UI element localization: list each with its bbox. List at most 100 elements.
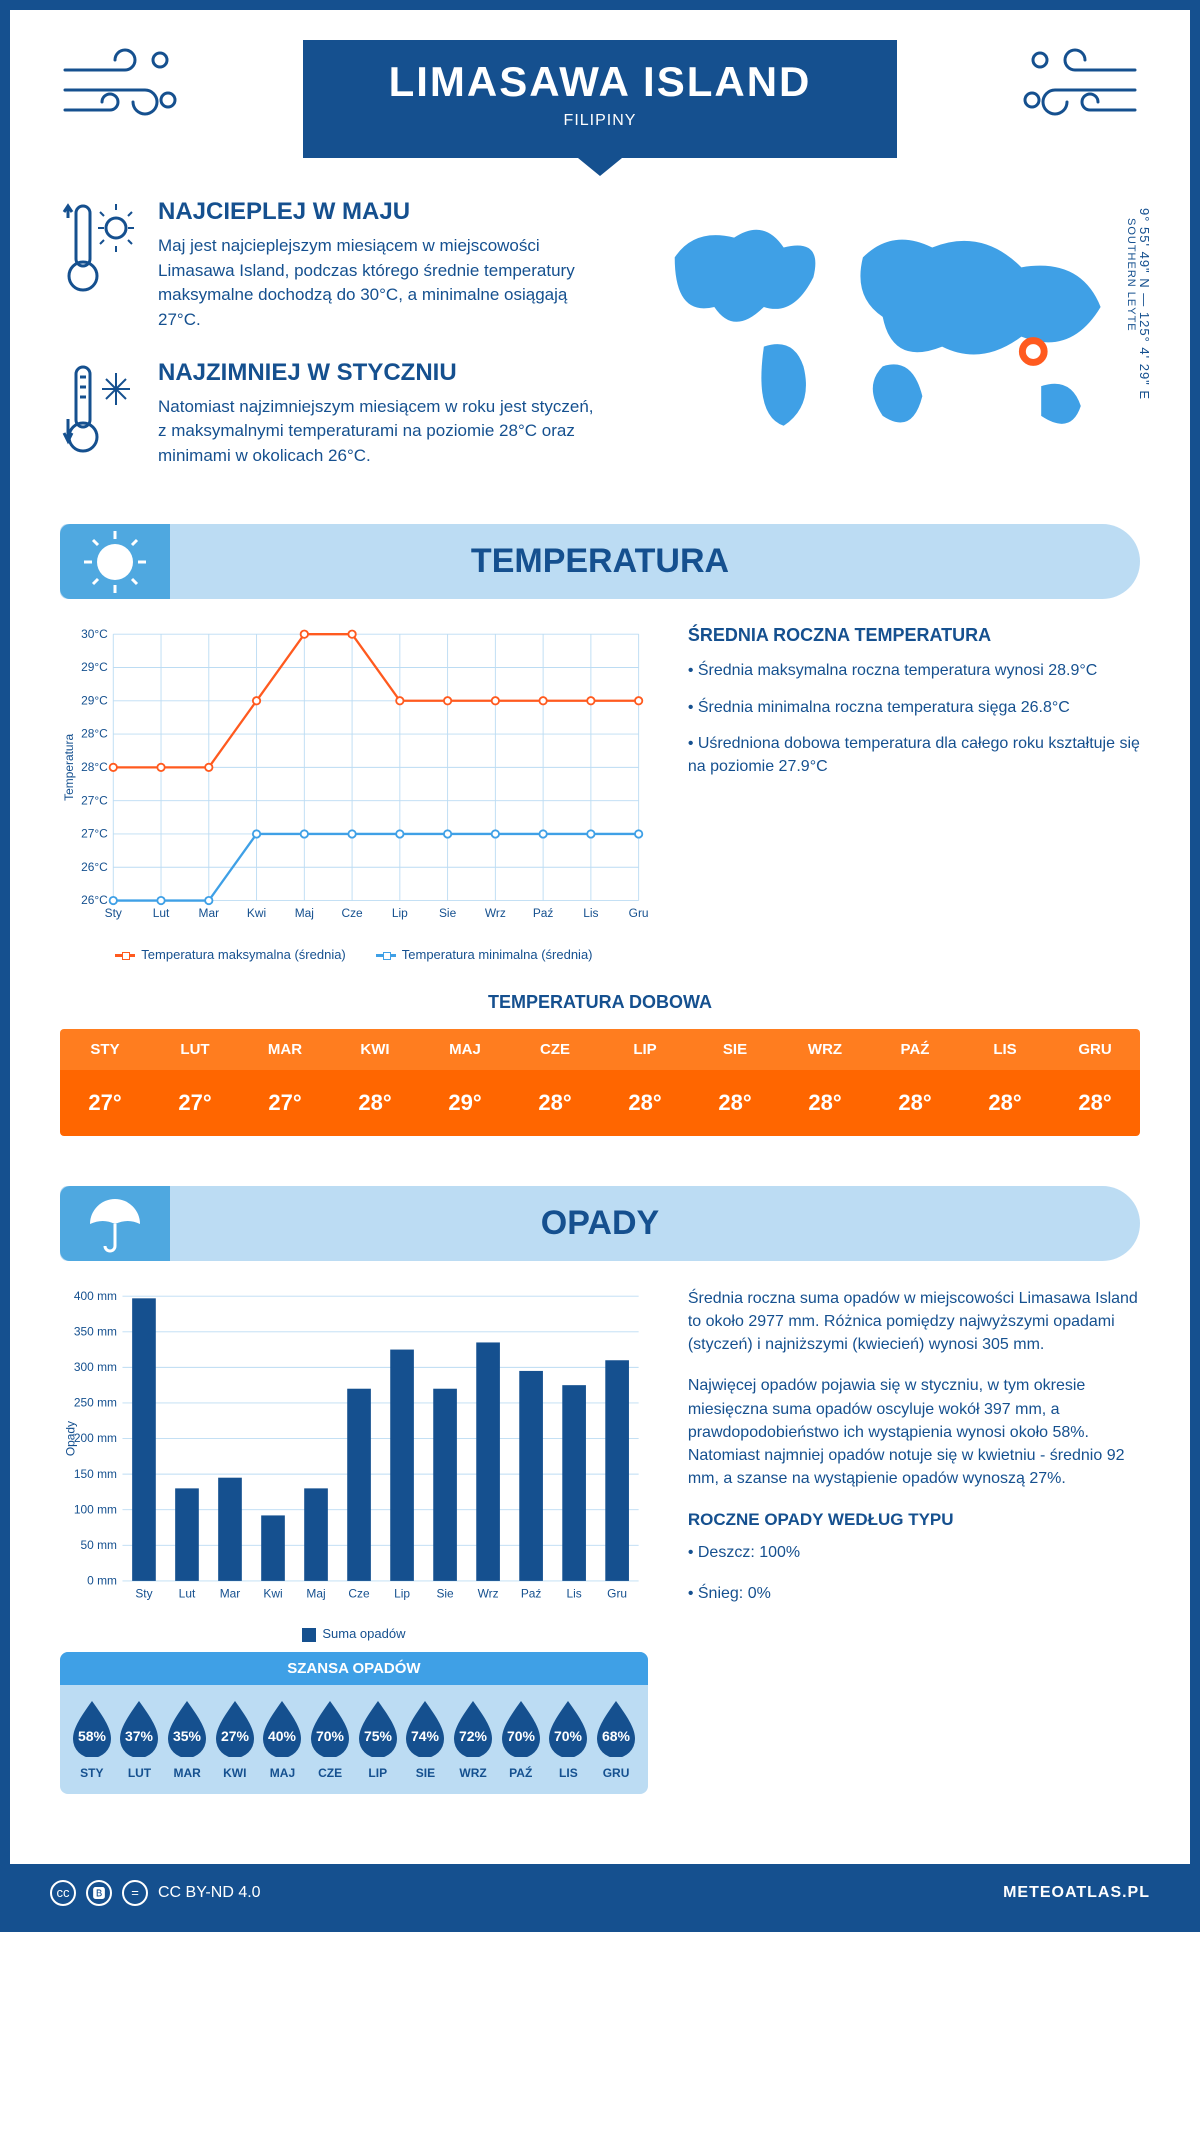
- svg-text:70%: 70%: [554, 1728, 583, 1744]
- world-map-icon: [645, 198, 1140, 461]
- daily-col: MAJ29°: [420, 1029, 510, 1136]
- svg-text:Gru: Gru: [629, 907, 648, 921]
- precip-bar-chart: 0 mm50 mm100 mm150 mm200 mm250 mm300 mm3…: [60, 1287, 648, 1618]
- nd-icon: =: [122, 1880, 148, 1906]
- svg-text:Wrz: Wrz: [478, 1586, 499, 1600]
- svg-text:68%: 68%: [602, 1728, 631, 1744]
- svg-text:Sie: Sie: [439, 907, 457, 921]
- temp-facts-title: ŚREDNIA ROCZNA TEMPERATURA: [688, 625, 1140, 646]
- daily-temp-table: STY27°LUT27°MAR27°KWI28°MAJ29°CZE28°LIP2…: [60, 1029, 1140, 1136]
- svg-text:Cze: Cze: [341, 907, 363, 921]
- svg-text:75%: 75%: [364, 1728, 393, 1744]
- title-banner: LIMASAWA ISLAND FILIPINY: [303, 40, 897, 158]
- precip-chance-panel: SZANSA OPADÓW 58%STY37%LUT35%MAR27%KWI40…: [60, 1652, 648, 1794]
- precip-section-header: OPADY: [60, 1186, 1140, 1261]
- daily-col: LUT27°: [150, 1029, 240, 1136]
- svg-text:26°C: 26°C: [81, 860, 108, 874]
- site-name: METEOATLAS.PL: [1003, 1884, 1150, 1902]
- svg-text:Lis: Lis: [583, 907, 598, 921]
- svg-text:74%: 74%: [411, 1728, 440, 1744]
- temp-fact-1: • Średnia maksymalna roczna temperatura …: [688, 660, 1140, 682]
- chance-drop: 74%SIE: [402, 1699, 450, 1780]
- coldest-fact: NAJZIMNIEJ W STYCZNIU Natomiast najzimni…: [60, 359, 605, 469]
- daily-col: CZE28°: [510, 1029, 600, 1136]
- svg-text:Paź: Paź: [533, 907, 554, 921]
- hottest-text: Maj jest najcieplejszym miesiącem w miej…: [158, 234, 605, 333]
- svg-text:Lut: Lut: [179, 1586, 196, 1600]
- svg-text:Temperatura: Temperatura: [62, 734, 76, 801]
- cc-icon: cc: [50, 1880, 76, 1906]
- svg-text:Sie: Sie: [436, 1586, 454, 1600]
- svg-text:Cze: Cze: [348, 1586, 370, 1600]
- precip-chart-legend: Suma opadów: [60, 1626, 648, 1642]
- chance-drop: 27%KWI: [211, 1699, 259, 1780]
- wind-icon: [1000, 40, 1140, 135]
- svg-text:37%: 37%: [125, 1728, 154, 1744]
- svg-text:Maj: Maj: [295, 907, 314, 921]
- chance-drop: 75%LIP: [354, 1699, 402, 1780]
- license-text: CC BY-ND 4.0: [158, 1884, 261, 1902]
- svg-text:Lip: Lip: [394, 1586, 410, 1600]
- daily-col: PAŹ28°: [870, 1029, 960, 1136]
- svg-text:Lip: Lip: [392, 907, 408, 921]
- umbrella-icon: [60, 1186, 170, 1261]
- svg-text:Maj: Maj: [306, 1586, 325, 1600]
- svg-text:100 mm: 100 mm: [74, 1502, 117, 1516]
- chance-drop: 70%PAŹ: [497, 1699, 545, 1780]
- svg-text:Mar: Mar: [220, 1586, 241, 1600]
- svg-text:28°C: 28°C: [81, 727, 108, 741]
- sun-icon: [60, 524, 170, 599]
- svg-text:0 mm: 0 mm: [87, 1573, 117, 1587]
- page-subtitle: FILIPINY: [303, 112, 897, 130]
- temp-fact-2: • Średnia minimalna roczna temperatura s…: [688, 697, 1140, 719]
- by-icon: 🅱: [86, 1880, 112, 1906]
- svg-text:30°C: 30°C: [81, 627, 108, 641]
- svg-text:70%: 70%: [507, 1728, 536, 1744]
- svg-text:58%: 58%: [78, 1728, 107, 1744]
- hottest-title: NAJCIEPLEJ W MAJU: [158, 198, 605, 226]
- svg-text:35%: 35%: [173, 1728, 202, 1744]
- precip-type-2: • Śnieg: 0%: [688, 1582, 1140, 1605]
- daily-col: GRU28°: [1050, 1029, 1140, 1136]
- svg-text:Wrz: Wrz: [485, 907, 506, 921]
- svg-text:Mar: Mar: [199, 907, 220, 921]
- svg-text:400 mm: 400 mm: [74, 1289, 117, 1303]
- svg-text:27°C: 27°C: [81, 827, 108, 841]
- svg-text:70%: 70%: [316, 1728, 345, 1744]
- svg-text:28°C: 28°C: [81, 761, 108, 775]
- svg-text:Kwi: Kwi: [263, 1586, 282, 1600]
- coldest-text: Natomiast najzimniejszym miesiącem w rok…: [158, 395, 605, 469]
- temperature-line-chart: 26°C26°C27°C27°C28°C28°C29°C29°C30°CStyL…: [60, 625, 648, 937]
- svg-text:Opady: Opady: [64, 1421, 78, 1456]
- chance-drop: 72%WRZ: [449, 1699, 497, 1780]
- daily-col: LIP28°: [600, 1029, 690, 1136]
- svg-text:Lis: Lis: [566, 1586, 581, 1600]
- chance-drop: 58%STY: [68, 1699, 116, 1780]
- daily-col: MAR27°: [240, 1029, 330, 1136]
- svg-text:26°C: 26°C: [81, 894, 108, 908]
- daily-temp-title: TEMPERATURA DOBOWA: [60, 992, 1140, 1013]
- chance-drop: 70%LIS: [545, 1699, 593, 1780]
- chance-drop: 37%LUT: [116, 1699, 164, 1780]
- svg-text:29°C: 29°C: [81, 694, 108, 708]
- daily-col: SIE28°: [690, 1029, 780, 1136]
- thermometer-snow-icon: [60, 359, 140, 469]
- svg-text:72%: 72%: [459, 1728, 488, 1744]
- daily-col: KWI28°: [330, 1029, 420, 1136]
- precip-type-1: • Deszcz: 100%: [688, 1541, 1140, 1564]
- temp-fact-3: • Uśredniona dobowa temperatura dla całe…: [688, 733, 1140, 778]
- chance-drop: 40%MAJ: [259, 1699, 307, 1780]
- temp-chart-legend: Temperatura maksymalna (średnia) Tempera…: [60, 947, 648, 962]
- svg-text:Sty: Sty: [135, 1586, 152, 1600]
- svg-text:Paź: Paź: [521, 1586, 542, 1600]
- chance-drop: 35%MAR: [163, 1699, 211, 1780]
- precip-chance-title: SZANSA OPADÓW: [60, 1652, 648, 1685]
- svg-text:250 mm: 250 mm: [74, 1395, 117, 1409]
- footer: cc 🅱 = CC BY-ND 4.0 METEOATLAS.PL: [10, 1864, 1190, 1922]
- hottest-fact: NAJCIEPLEJ W MAJU Maj jest najcieplejszy…: [60, 198, 605, 333]
- daily-col: STY27°: [60, 1029, 150, 1136]
- svg-text:29°C: 29°C: [81, 661, 108, 675]
- wind-icon: [60, 40, 200, 135]
- svg-text:200 mm: 200 mm: [74, 1431, 117, 1445]
- svg-text:27°C: 27°C: [81, 794, 108, 808]
